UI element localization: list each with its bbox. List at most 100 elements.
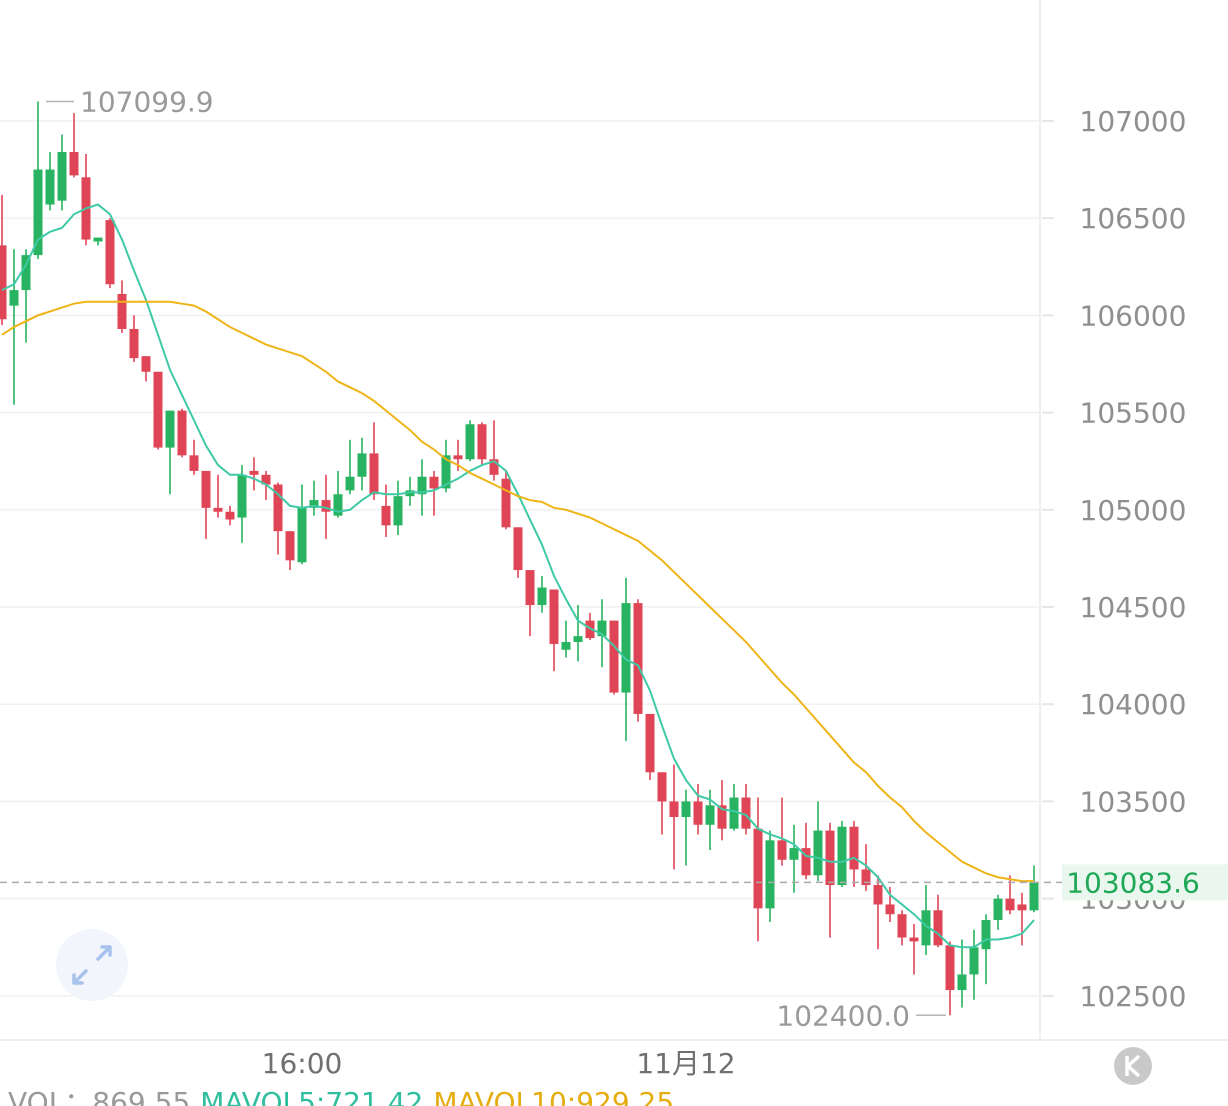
candle-body (33, 169, 43, 256)
candle-body (753, 828, 763, 909)
candle-body (441, 455, 451, 489)
candle-body (117, 293, 127, 329)
indicator: VOL：869.55 (8, 1086, 190, 1106)
candle-body (897, 914, 907, 938)
candle-body (537, 587, 547, 606)
candle-body (573, 636, 583, 643)
candle-body (501, 478, 511, 528)
candle-body (165, 410, 175, 448)
candle-body (429, 476, 439, 489)
y-tick-label: 105000 (1080, 494, 1187, 527)
candle-body (633, 603, 643, 714)
candle-body (945, 945, 955, 991)
k-icon (1125, 1054, 1141, 1078)
candle-body (393, 496, 403, 526)
candle-body (609, 620, 619, 693)
candle-body (1005, 898, 1015, 911)
candle-body (597, 620, 607, 637)
max-marker-label: 107099.9 (80, 86, 214, 119)
candle-body (513, 527, 523, 571)
y-tick-label: 106500 (1080, 202, 1187, 235)
candle-body (549, 589, 559, 644)
candle-body (681, 801, 691, 817)
candle-body (465, 424, 475, 460)
candle-body (297, 507, 307, 563)
candle-body (1029, 882, 1039, 911)
candle-body (657, 772, 667, 802)
candle-body (741, 797, 751, 829)
candle-body (0, 245, 7, 320)
candle-body (225, 511, 235, 520)
candle-body (693, 801, 703, 825)
y-tick-label: 104000 (1080, 688, 1187, 721)
candle-body (777, 840, 787, 860)
candle-body (345, 476, 355, 491)
candle-body (801, 848, 811, 876)
candle-body (285, 531, 295, 561)
last-price-label: 103083.6 (1066, 866, 1200, 899)
candle-body (369, 453, 379, 495)
candle-body (561, 642, 571, 650)
candle-body (873, 885, 883, 905)
last-price-box (1062, 864, 1228, 901)
candle-body (129, 328, 139, 359)
candle-body (729, 797, 739, 829)
candle-body (177, 410, 187, 456)
candle-body (861, 869, 871, 886)
y-tick-label: 102500 (1080, 980, 1187, 1013)
indicator: MAVOL10:929.25 (433, 1086, 674, 1106)
y-tick-label: 105500 (1080, 397, 1187, 430)
candle-body (21, 255, 31, 291)
candle-body (1017, 904, 1027, 911)
candle-body (321, 500, 331, 512)
candle-body (957, 974, 967, 991)
candle-body (417, 476, 427, 495)
candle-body (981, 920, 991, 950)
ma-line (1, 203, 1035, 949)
candle-body (357, 453, 367, 477)
indicator-line: VOL：869.55 MAVOL5:721.42 MAVOL10:929.25 (8, 1086, 674, 1106)
x-tick-label: 16:00 (262, 1047, 343, 1080)
candle-body (765, 840, 775, 909)
candle-body (309, 500, 319, 508)
candle-body (921, 910, 931, 946)
candle-body (213, 507, 223, 512)
expand-button-bg[interactable] (56, 929, 128, 1001)
candle-body (933, 910, 943, 946)
candle-body (9, 290, 19, 306)
candle-body (837, 826, 847, 886)
candle-body (333, 494, 343, 516)
y-tick-label: 104500 (1080, 591, 1187, 624)
candle-body (477, 424, 487, 460)
candle-body (201, 470, 211, 508)
expand-button[interactable] (56, 929, 128, 1001)
candle-body (153, 371, 163, 448)
y-tick-label: 103500 (1080, 785, 1187, 818)
candle-body (237, 474, 247, 518)
y-tick-label: 107000 (1080, 105, 1187, 138)
candle-body (249, 470, 259, 475)
x-tick-label: 11月12 (636, 1047, 735, 1080)
candle-body (381, 505, 391, 526)
candle-body (705, 805, 715, 825)
expand-icon (72, 945, 112, 985)
indicator: MAVOL5:721.42 (200, 1086, 423, 1106)
candle-body (489, 459, 499, 475)
k-button-bg[interactable] (1114, 1047, 1152, 1085)
candle-body (69, 152, 79, 176)
candle-body (825, 830, 835, 886)
ma-line (1, 300, 1034, 883)
candle-body (189, 455, 199, 471)
candle-body (141, 356, 151, 372)
candle-body (453, 455, 463, 460)
candle-body (621, 603, 631, 693)
candle-body (645, 713, 655, 773)
k-button[interactable] (1114, 1047, 1152, 1085)
candle-body (993, 898, 1003, 921)
candle-body (789, 848, 799, 860)
candle-body (717, 805, 727, 829)
candle-body (57, 152, 67, 201)
candle-body (813, 830, 823, 876)
